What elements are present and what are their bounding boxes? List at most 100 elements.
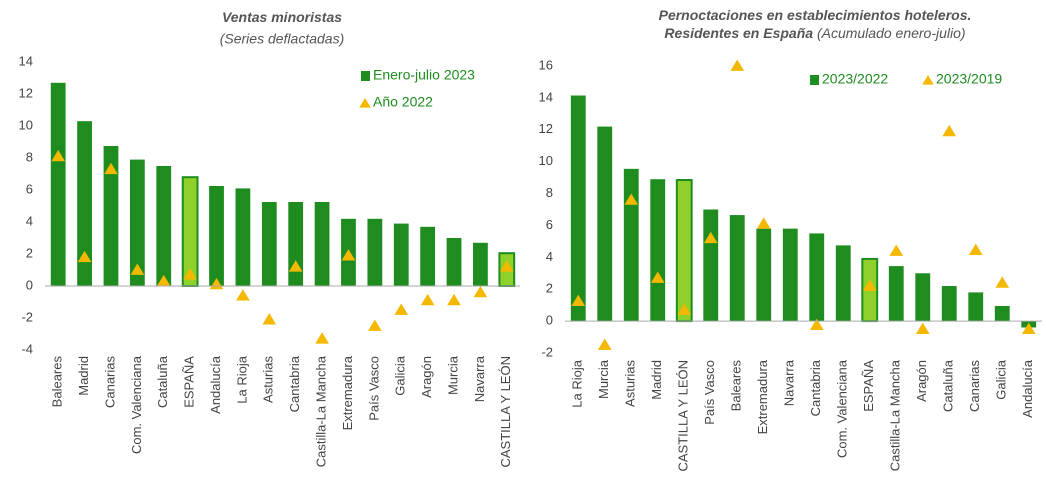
chart-title: Pernoctaciones en establecimientos hotel…: [659, 7, 972, 23]
bar: [809, 233, 825, 322]
triangle-marker: [756, 217, 771, 229]
x-tick-label: Baleares: [50, 356, 65, 408]
legend-label: 2023/2022: [822, 71, 888, 87]
bar: [261, 202, 277, 286]
title-line: Residentes en España: [664, 25, 813, 41]
x-tick-label: Castilla-La Mancha: [314, 355, 329, 467]
x-tick-label: CASTILLA Y LEÓN: [498, 356, 513, 468]
y-tick-label: 4: [26, 213, 33, 228]
triangle-marker: [262, 313, 277, 325]
triangle-marker: [104, 162, 118, 175]
triangle-marker: [473, 285, 488, 298]
triangle-marker: [703, 231, 718, 244]
x-tick-label: Asturias: [623, 360, 638, 407]
x-tick-label: CASTILLA Y LEÓN: [676, 360, 691, 472]
x-tick-label: Murcia: [445, 355, 460, 395]
y-tick-label: 6: [546, 217, 553, 232]
bar: [77, 121, 92, 286]
y-tick-label: 0: [546, 313, 553, 328]
bar: [50, 82, 66, 286]
x-tick-label: ESPAÑA: [861, 360, 876, 412]
triangle-marker: [995, 276, 1010, 288]
bar: [314, 202, 330, 286]
triangle-marker: [420, 293, 435, 306]
y-tick-label: 14: [539, 89, 553, 104]
triangle-marker: [77, 250, 92, 263]
x-tick-label: Madrid: [76, 356, 91, 396]
y-tick-label: 6: [26, 181, 33, 196]
bar: [288, 202, 304, 286]
triangle-marker: [236, 289, 250, 301]
x-tick-label: Navarra: [472, 355, 487, 402]
x-tick-label: Cantabria: [287, 355, 302, 412]
y-tick-label: 4: [546, 249, 553, 264]
x-tick-label: Asturias: [261, 356, 276, 403]
y-tick-label: -4: [21, 341, 33, 356]
bar: [756, 228, 772, 322]
triangle-marker: [862, 279, 877, 291]
x-tick-label: Com. Valenciana: [835, 359, 850, 458]
bar: [156, 166, 172, 286]
bar: [367, 218, 383, 286]
x-tick-label: Aragón: [419, 356, 434, 398]
legend-label: Enero-julio 2023: [373, 67, 475, 83]
bar: [968, 292, 984, 322]
subtitle: (Series deflactadas): [220, 31, 345, 47]
x-tick-label: Extremadura: [340, 355, 355, 430]
x-tick-label: País Vasco: [366, 356, 381, 421]
triangle-marker: [889, 244, 904, 256]
triangle-marker: [183, 268, 197, 280]
x-tick-label: Com. Valenciana: [129, 355, 144, 454]
title-line: Ventas minoristas: [222, 9, 342, 25]
bar: [994, 305, 1010, 322]
triangle-marker: [368, 319, 382, 331]
legend-label: Año 2022: [373, 94, 433, 110]
y-tick-label: 8: [26, 149, 33, 164]
bar: [129, 159, 145, 286]
subtitle: (Acumulado enero-julio): [817, 25, 966, 41]
y-tick-label: 14: [19, 53, 33, 68]
bar: [570, 95, 586, 322]
legend-swatch: [361, 71, 370, 81]
x-tick-label: Madrid: [649, 360, 664, 400]
y-tick-label: 2: [546, 281, 553, 296]
bar: [650, 179, 666, 322]
bar: [703, 209, 719, 322]
bar: [393, 223, 409, 286]
x-tick-label: La Rioja: [234, 355, 249, 403]
triangle-marker: [942, 124, 957, 137]
triangle-marker: [447, 293, 461, 306]
triangle-marker: [968, 243, 983, 256]
x-tick-label: Extremadura: [755, 359, 770, 434]
x-tick-label: Andalucía: [208, 355, 223, 414]
x-tick-label: ESPAÑA: [182, 356, 197, 408]
triangle-marker: [677, 303, 692, 315]
triangle-marker: [51, 149, 66, 162]
triangle-marker: [130, 263, 145, 275]
x-tick-label: Canarias: [967, 360, 982, 413]
title-line: Pernoctaciones en establecimientos hotel…: [659, 7, 972, 23]
chart-title: Ventas minoristas: [222, 9, 342, 25]
x-tick-label: Cataluña: [941, 359, 956, 412]
y-tick-label: 10: [19, 117, 33, 132]
bar: [835, 245, 851, 322]
triangle-marker: [499, 260, 514, 272]
triangle-marker: [915, 322, 930, 334]
legend-label: 2023/2019: [936, 71, 1002, 87]
triangle-marker: [394, 303, 409, 315]
x-tick-label: Cantabria: [808, 359, 823, 416]
triangle-marker: [1021, 322, 1036, 334]
bar: [473, 242, 488, 286]
triangle-marker: [809, 318, 824, 330]
y-tick-label: 2: [26, 245, 33, 260]
y-tick-label: 12: [539, 121, 553, 136]
legend-swatch: [810, 75, 819, 85]
triangle-marker: [156, 274, 171, 287]
y-tick-label: 12: [19, 85, 33, 100]
y-tick-label: 10: [539, 153, 553, 168]
y-tick-label: -2: [541, 344, 553, 359]
y-tick-label: -2: [21, 309, 33, 324]
bar: [915, 273, 931, 322]
legend-swatch: [359, 98, 371, 108]
triangle-marker: [730, 59, 745, 71]
